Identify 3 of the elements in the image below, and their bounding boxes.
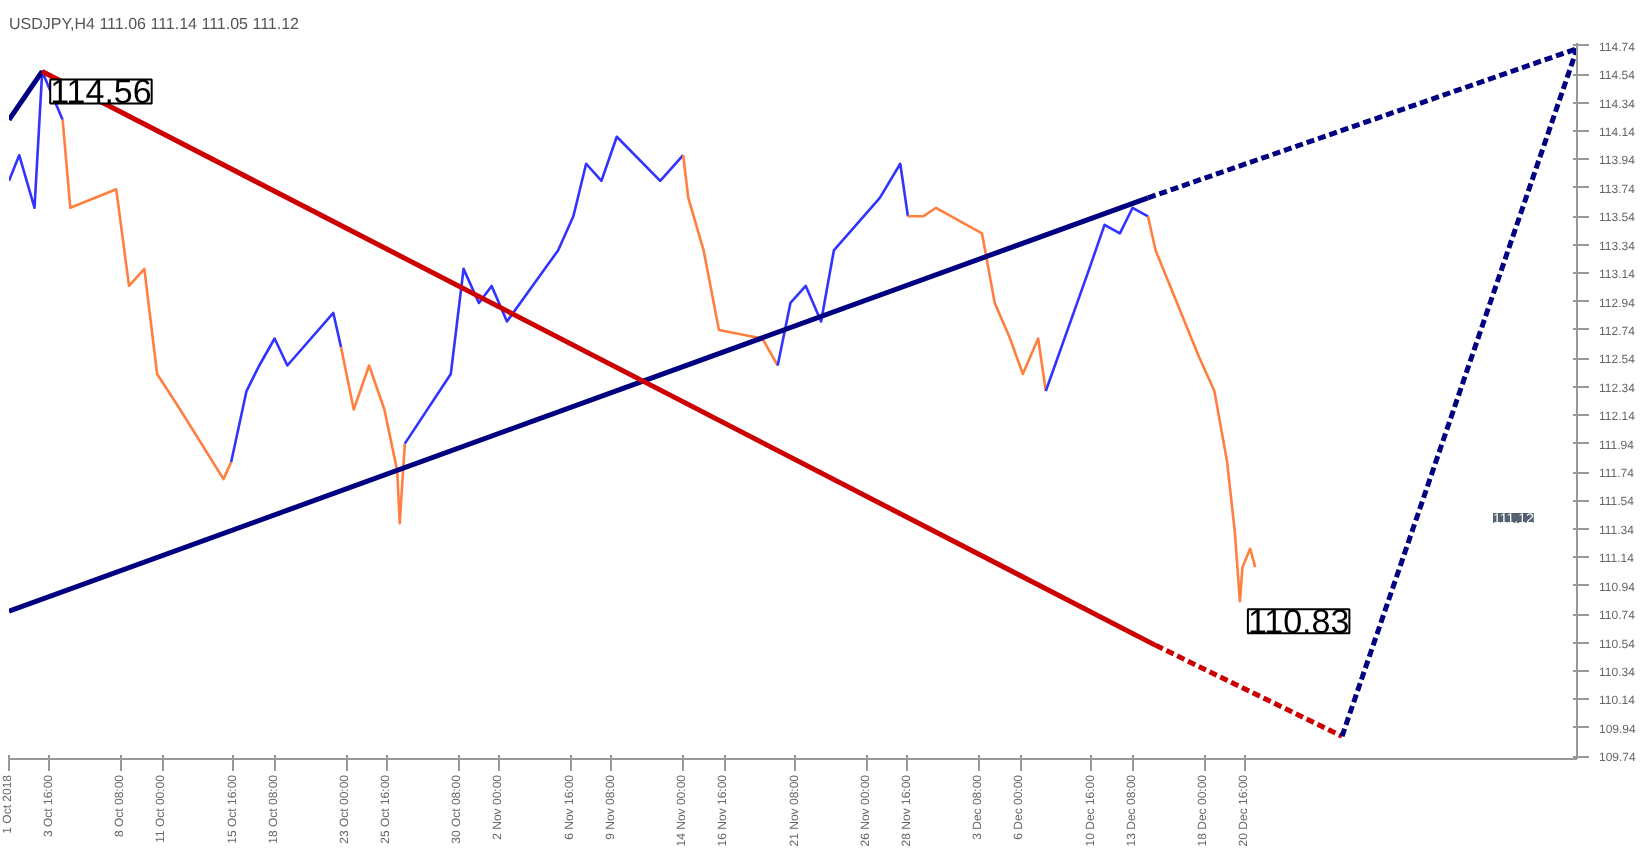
chart-title: USDJPY,H4 111.06 111.14 111.05 111.12 xyxy=(9,15,301,33)
annotation: 110.83 xyxy=(1247,603,1350,642)
annotation: 114.56 xyxy=(50,73,152,112)
